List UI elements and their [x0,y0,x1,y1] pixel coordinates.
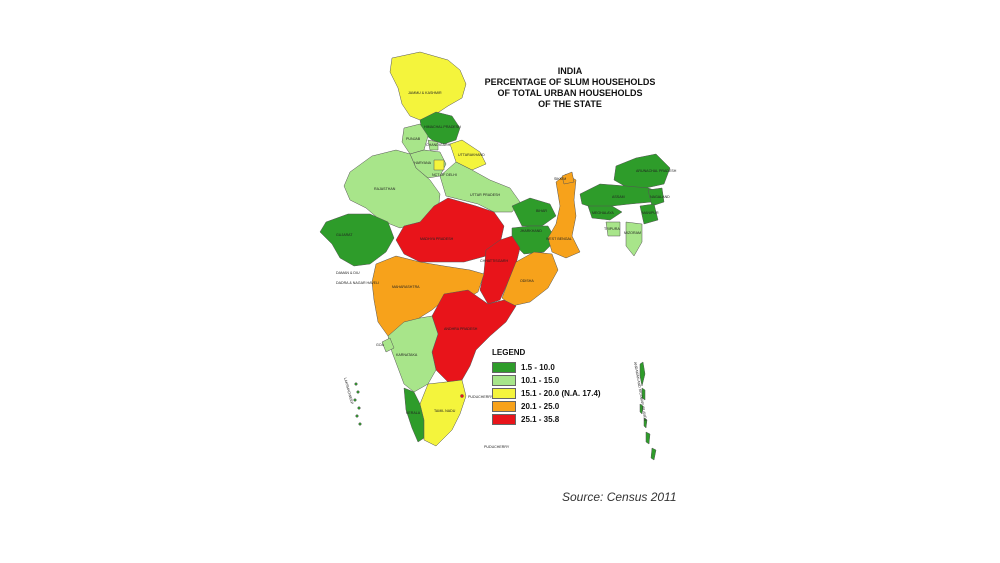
label-lakshadweep: LAKSHADWEEP [343,377,354,405]
title-line-1: INDIA [557,66,583,76]
region-andaman-nicobar [639,361,657,461]
label-puducherry-1: PUDUCHERRY [468,395,494,399]
label-odisha: ODISHA [520,279,534,283]
label-dadra-nagar-haveli: DADRA & NAGAR HAVELI [336,281,379,285]
region-puducherry [460,394,464,398]
label-delhi: NCT OF DELHI [432,173,457,177]
region-tripura [605,221,621,237]
label-nagaland: NAGALAND [650,195,670,199]
label-tamil-nadu: TAMIL NADU [434,409,456,413]
region-tamil-nadu [419,379,467,447]
label-uttar-pradesh: UTTAR PRADESH [470,193,500,197]
legend-item: 20.1 - 25.0 [492,400,601,413]
region-odisha [501,251,559,307]
region-nagaland [647,187,665,207]
legend-swatch [492,375,516,386]
legend-swatch [492,388,516,399]
label-chhattisgarh: CHHATTISGARH [480,259,508,263]
label-gujarat: GUJARAT [336,233,353,237]
label-assam: ASSAM [612,195,625,199]
label-jammu-kashmir: JAMMU & KASHMIR [408,91,442,95]
region-bihar [511,197,557,227]
region-delhi [433,159,445,171]
label-bihar: BIHAR [536,209,547,213]
label-maharashtra: MAHARASHTRA [392,285,420,289]
state-regions [319,51,671,461]
region-jammu-kashmir [389,51,467,121]
region-mizoram [625,221,643,257]
label-karnataka: KARNATAKA [396,353,418,357]
title-line-4: OF THE STATE [538,99,602,109]
legend-swatch [492,362,516,373]
legend-label: 20.1 - 25.0 [521,402,560,411]
region-lakshadweep [353,382,362,426]
map-title: INDIA PERCENTAGE OF SLUM HOUSEHOLDS OF T… [470,66,670,110]
region-karnataka [387,315,439,393]
label-haryana: HARYANA [414,161,432,165]
region-chandigarh [427,139,439,151]
region-west-bengal [547,173,581,259]
label-west-bengal: WEST BENGAL [546,237,572,241]
label-tripura: TRIPURA [604,227,620,231]
label-goa: GOA [376,343,385,347]
region-kerala [403,387,425,443]
label-arunachal-pradesh: ARUNACHAL PRADESH [636,169,677,173]
label-jharkhand: JHARKHAND [520,229,542,233]
label-rajasthan: RAJASTHAN [374,187,396,191]
legend-item: 10.1 - 15.0 [492,374,601,387]
label-uttarakhand: UTTARAKHAND [458,153,485,157]
label-puducherry-2: PUDUCHERRY [484,445,510,449]
label-sikkim: SIKKIM [554,177,566,181]
legend-item: 1.5 - 10.0 [492,361,601,374]
label-meghalaya: MEGHALAYA [592,211,614,215]
label-kerala: KERALA [406,411,421,415]
label-madhya-pradesh: MADHYA PRADESH [420,237,454,241]
region-goa [381,337,395,353]
legend-item: 15.1 - 20.0 (N.A. 17.4) [492,387,601,400]
label-punjab: PUNJAB [406,137,421,141]
region-meghalaya [587,205,623,221]
label-andhra-pradesh: ANDHRA PRADESH [444,327,478,331]
region-arunachal-pradesh [613,153,671,189]
label-himachal-pradesh: HIMACHAL PRADESH [424,125,461,129]
legend-title: LEGEND [492,348,526,357]
region-sikkim [561,171,575,185]
legend-swatch [492,414,516,425]
label-chandigarh: CHANDIGARH [426,143,451,147]
legend-label: 1.5 - 10.0 [521,363,555,372]
legend-label: 25.1 - 35.8 [521,415,560,424]
source-caption: Source: Census 2011 [562,490,677,504]
legend-swatch [492,401,516,412]
legend-label: 10.1 - 15.0 [521,376,560,385]
region-gujarat [319,213,395,267]
label-mizoram: MIZORAM [624,231,641,235]
legend-label: 15.1 - 20.0 (N.A. 17.4) [521,389,601,398]
region-madhya-pradesh [395,197,505,263]
label-daman-diu: DAMAN & DIU [336,271,360,275]
title-line-2: PERCENTAGE OF SLUM HOUSEHOLDS [484,77,656,87]
title-line-3: OF TOTAL URBAN HOUSEHOLDS [497,88,643,98]
legend-item: 25.1 - 35.8 [492,413,601,426]
region-manipur [639,203,659,225]
label-manipur: MANIPUR [642,211,659,215]
legend: LEGEND 1.5 - 10.0 10.1 - 15.0 15.1 - 20.… [492,348,601,426]
